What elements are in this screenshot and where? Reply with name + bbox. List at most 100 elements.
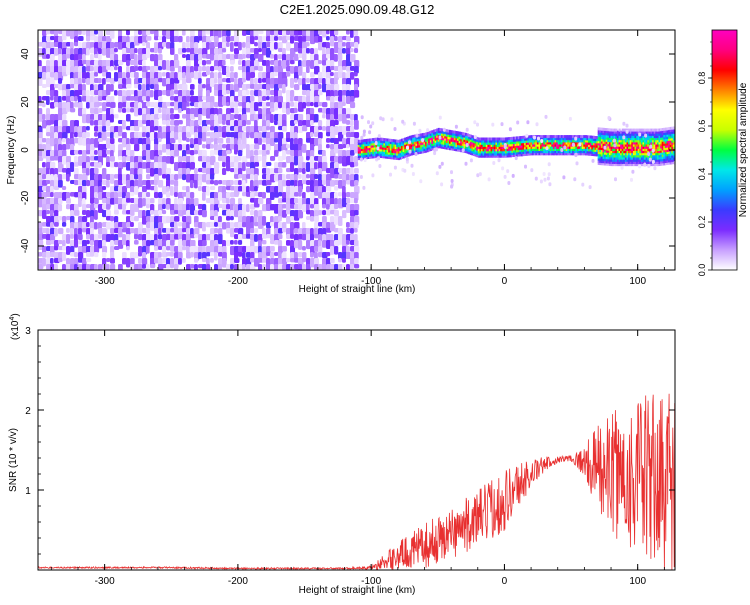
- heatmap-cell: [322, 48, 326, 55]
- heatmap-cell: [82, 114, 86, 123]
- heatmap-cell: [162, 210, 166, 214]
- heatmap-cell: [182, 228, 187, 232]
- heatmap-cell: [326, 132, 330, 136]
- heatmap-cell: [178, 132, 182, 138]
- heatmap-cell: [298, 168, 302, 172]
- heatmap-cell: [326, 186, 331, 192]
- heatmap-cell: [206, 264, 210, 272]
- heatmap-cell: [254, 186, 258, 191]
- heatmap-cell: [182, 72, 186, 79]
- heatmap-cell: [266, 126, 270, 130]
- heatmap-cell: [310, 48, 314, 54]
- heatmap-cell: [266, 150, 270, 155]
- heatmap-cell: [142, 96, 146, 101]
- heatmap-cell: [262, 192, 266, 199]
- heatmap-cell: [226, 36, 230, 42]
- heatmap-cell: [126, 108, 130, 113]
- heatmap-cell: [318, 210, 322, 215]
- heatmap-cell: [282, 162, 286, 168]
- heatmap-cell: [190, 180, 194, 188]
- heatmap-cell: [310, 252, 314, 258]
- heatmap-cell: [322, 240, 327, 248]
- heatmap-cell: [66, 246, 70, 255]
- heatmap-cell: [638, 164, 641, 168]
- heatmap-cell: [282, 180, 286, 186]
- heatmap-cell: [106, 66, 111, 70]
- heatmap-cell: [286, 240, 290, 246]
- heatmap-cell: [246, 72, 251, 81]
- heatmap-cell: [290, 66, 294, 74]
- heatmap-cell: [126, 138, 130, 145]
- heatmap-cell: [58, 180, 63, 188]
- heatmap-cell: [294, 78, 298, 83]
- heatmap-cell: [110, 84, 114, 92]
- heatmap-cell: [322, 30, 326, 38]
- heatmap-cell: [507, 181, 510, 185]
- heatmap-cell: [214, 102, 218, 107]
- heatmap-cell: [643, 163, 646, 167]
- heatmap-cell: [258, 156, 262, 161]
- heatmap-cell: [86, 240, 90, 244]
- heatmap-cell: [190, 72, 194, 78]
- heatmap-cell: [294, 138, 298, 145]
- heatmap-cell: [318, 90, 323, 95]
- heatmap-cell: [222, 198, 226, 203]
- heatmap-cell: [354, 72, 358, 76]
- heatmap-cell: [306, 198, 310, 205]
- heatmap-cell: [294, 228, 298, 234]
- heatmap-cell: [170, 120, 174, 125]
- heatmap-cell: [146, 246, 150, 254]
- heatmap-cell: [66, 102, 70, 112]
- heatmap-cell: [66, 174, 70, 181]
- heatmap-cell: [274, 30, 278, 37]
- heatmap-cell: [118, 204, 123, 209]
- heatmap-cell: [254, 150, 258, 156]
- heatmap-cell: [182, 102, 186, 110]
- heatmap-cell: [170, 66, 175, 72]
- heatmap-cell: [226, 30, 231, 36]
- heatmap-cell: [50, 120, 54, 125]
- heatmap-cell: [278, 216, 282, 222]
- heatmap-cell: [198, 252, 202, 259]
- heatmap-cell: [66, 54, 70, 58]
- heatmap-cell: [62, 114, 66, 120]
- heatmap-cell: [342, 108, 346, 115]
- heatmap-cell: [202, 210, 207, 217]
- heatmap-cell: [492, 161, 495, 165]
- heatmap-cell: [234, 102, 238, 108]
- heatmap-cell: [78, 174, 83, 180]
- heatmap-cell: [278, 234, 282, 239]
- heatmap-cell: [154, 138, 158, 145]
- heatmap-cell: [170, 180, 175, 185]
- heatmap-cell: [66, 42, 71, 46]
- heatmap-cell: [274, 72, 278, 76]
- heatmap-cell: [270, 30, 274, 35]
- heatmap-cell: [290, 180, 295, 186]
- heatmap-cell: [174, 216, 179, 222]
- heatmap-cell: [70, 54, 75, 60]
- heatmap-cell: [214, 252, 218, 261]
- heatmap-cell: [122, 120, 126, 130]
- heatmap-cell: [130, 174, 134, 181]
- heatmap-cell: [154, 162, 159, 169]
- heatmap-cell: [198, 72, 202, 78]
- heatmap-cell: [234, 192, 239, 197]
- heatmap-cell: [473, 120, 476, 124]
- heatmap-cell: [334, 174, 338, 179]
- heatmap-cell: [278, 96, 283, 103]
- heatmap-cell: [110, 54, 114, 60]
- heatmap-cell: [242, 120, 246, 126]
- heatmap-cell: [350, 228, 354, 234]
- heatmap-cell: [524, 165, 527, 169]
- heatmap-cell: [58, 66, 63, 73]
- heatmap-cell: [130, 192, 134, 196]
- heatmap-cell: [106, 264, 110, 273]
- heatmap-cell: [375, 141, 378, 145]
- heatmap-cell: [138, 168, 143, 175]
- heatmap-cell: [322, 102, 327, 107]
- heatmap-cell: [270, 42, 274, 51]
- heatmap-cell: [342, 210, 346, 218]
- heatmap-cell: [270, 168, 274, 174]
- heatmap-cell: [342, 180, 346, 187]
